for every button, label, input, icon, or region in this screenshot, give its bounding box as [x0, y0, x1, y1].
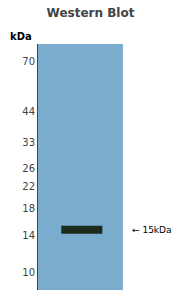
svg-text:44: 44 [22, 106, 35, 117]
svg-text:22: 22 [22, 181, 35, 192]
svg-text:14: 14 [22, 230, 35, 241]
svg-text:kDa: kDa [10, 31, 32, 42]
svg-text:18: 18 [22, 203, 35, 214]
svg-text:70: 70 [22, 56, 35, 67]
svg-text:10: 10 [22, 267, 35, 278]
svg-text:26: 26 [22, 163, 35, 174]
svg-text:Western Blot: Western Blot [47, 6, 135, 20]
svg-text:33: 33 [22, 137, 35, 148]
svg-text:← 15kDa: ← 15kDa [132, 225, 172, 235]
